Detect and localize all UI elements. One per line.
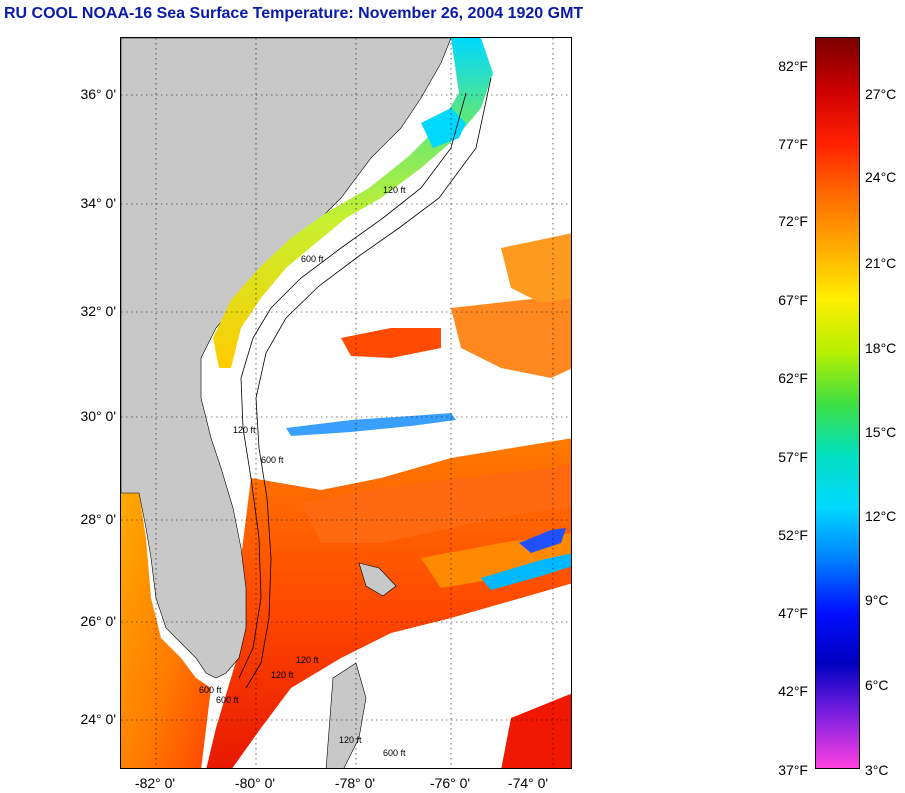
colorbar-c-label: 15°C: [865, 424, 897, 440]
colorbar-c-label: 27°C: [865, 86, 897, 102]
longitude-label: -76° 0': [429, 775, 471, 791]
colorbar-f-label: 62°F: [778, 370, 808, 386]
sst-cool-streak-1: [481, 553, 571, 590]
colorbar-f-label: 67°F: [778, 292, 808, 308]
chart-title: RU COOL NOAA-16 Sea Surface Temperature:…: [4, 5, 584, 22]
sst-far-south: [501, 693, 571, 768]
colorbar-c-label: 3°C: [865, 762, 889, 778]
colorbar-c-label: 24°C: [865, 169, 897, 185]
colorbar-f-label: 52°F: [778, 527, 808, 543]
sst-warm-band-1: [301, 463, 571, 543]
sst-east-patch: [451, 293, 571, 378]
colorbar-c-label: 21°C: [865, 255, 897, 271]
isobath-label: 120 ft: [383, 185, 406, 195]
sst-pamlico: [421, 108, 466, 148]
colorbar-f-label: 77°F: [778, 136, 808, 152]
longitude-label: -74° 0': [507, 775, 549, 791]
colorbar-f-label: 82°F: [778, 58, 808, 74]
colorbar-c-label: 12°C: [865, 508, 897, 524]
isobath-label: 600 ft: [383, 748, 406, 758]
isobath-label: 120 ft: [339, 735, 362, 745]
sst-mid-patch: [341, 328, 441, 358]
longitude-label: -82° 0': [134, 775, 176, 791]
sst-gulf: [121, 493, 211, 768]
isobath-label: 120 ft: [271, 670, 294, 680]
sst-ne-patch: [501, 233, 571, 303]
sst-cool-streak-2: [519, 528, 566, 553]
sst-coastal-shelf: [213, 38, 493, 368]
colorbar-f-label: 37°F: [778, 762, 808, 778]
isobath-120ft: [238, 92, 467, 679]
colorbar-f-label: 47°F: [778, 605, 808, 621]
latitude-label: 30° 0': [80, 408, 116, 424]
sst-map: 120 ft 600 ft 120 ft 600 ft 120 ft 600 f…: [120, 37, 572, 769]
latitude-label: 28° 0': [80, 511, 116, 527]
graticule: [121, 38, 571, 768]
colorbar-c-label: 18°C: [865, 340, 897, 356]
isobath-600ft: [245, 77, 492, 689]
sst-cool-bar-30: [286, 413, 456, 436]
sst-map-canvas: 120 ft 600 ft 120 ft 600 ft 120 ft 600 f…: [121, 38, 571, 768]
latitude-label: 34° 0': [80, 195, 116, 211]
colorbar-f-label: 72°F: [778, 213, 808, 229]
land-southeast-us: [121, 38, 452, 679]
land-bahamas: [358, 562, 397, 597]
isobath-label: 600 ft: [301, 254, 324, 264]
isobath-label: 120 ft: [296, 655, 319, 665]
isobath-label: 600 ft: [199, 685, 222, 695]
latitude-label: 36° 0': [80, 86, 116, 102]
colorbar-f-label: 57°F: [778, 449, 808, 465]
isobath-label: 120 ft: [233, 425, 256, 435]
colorbar-f-label: 42°F: [778, 683, 808, 699]
latitude-label: 24° 0': [80, 711, 116, 727]
longitude-label: -80° 0': [234, 775, 276, 791]
latitude-label: 32° 0': [80, 303, 116, 319]
longitude-label: -78° 0': [334, 775, 376, 791]
temperature-colorbar: [815, 37, 860, 769]
colorbar-c-label: 6°C: [865, 677, 889, 693]
isobath-label: 600 ft: [216, 695, 239, 705]
latitude-label: 26° 0': [80, 613, 116, 629]
colorbar-c-label: 9°C: [865, 592, 889, 608]
isobath-label: 600 ft: [261, 455, 284, 465]
